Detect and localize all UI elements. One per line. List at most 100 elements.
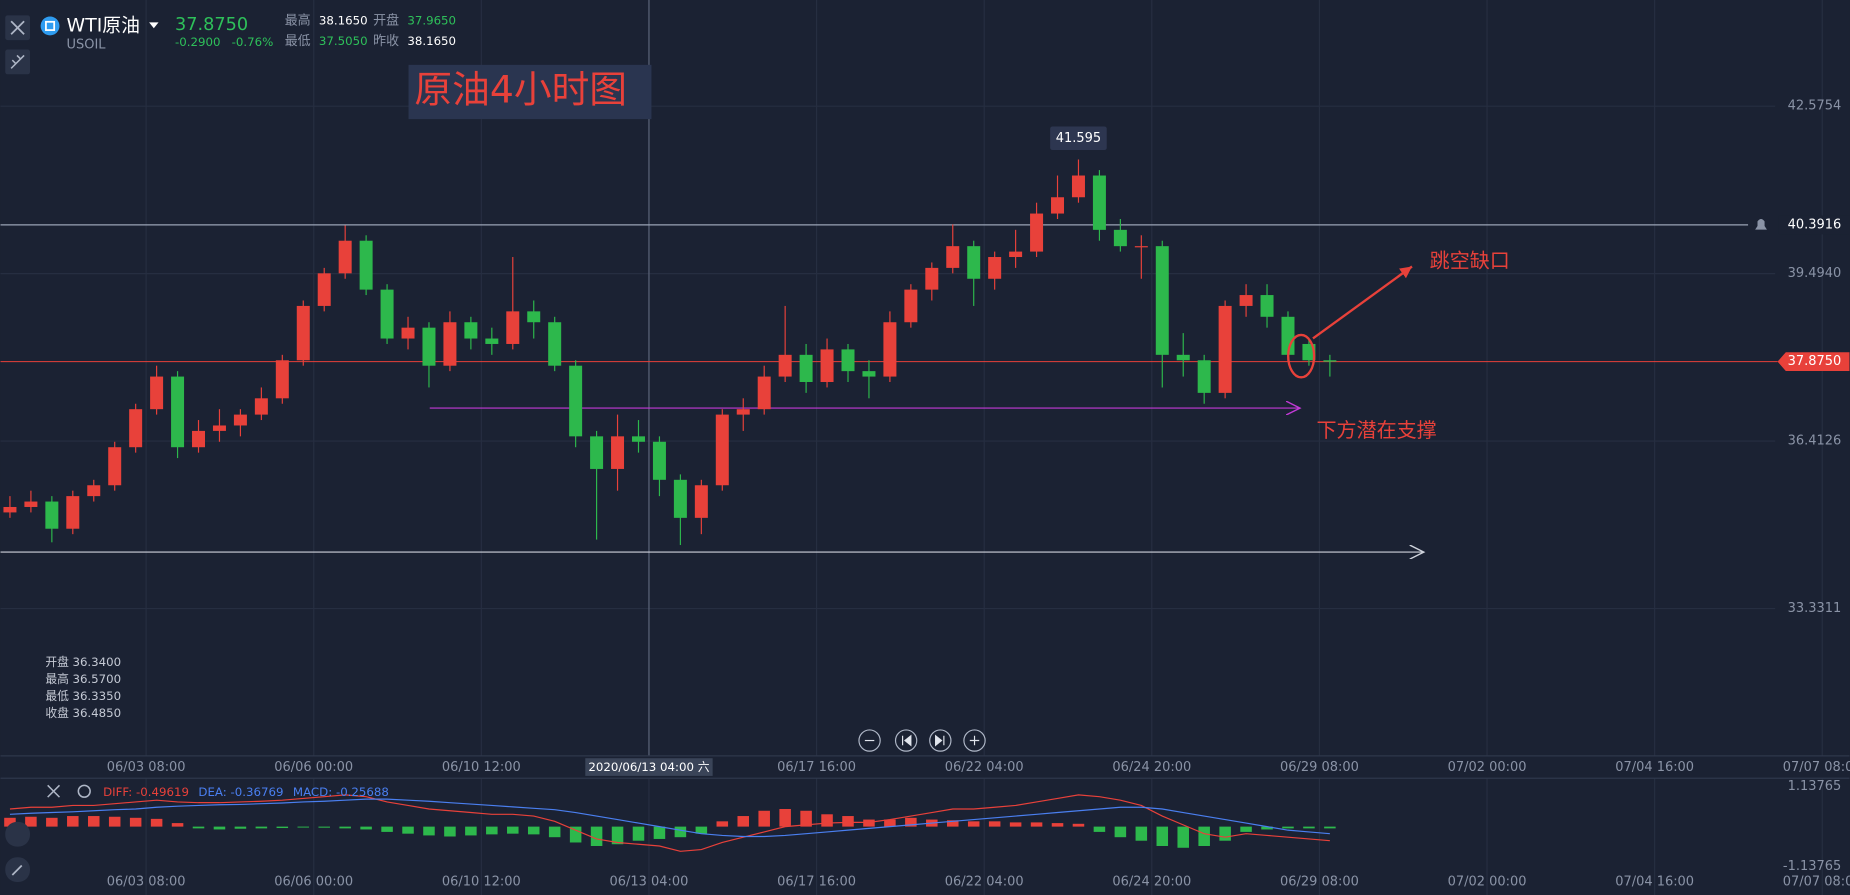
crosshair-label: 2020/06/13 04:00 六: [588, 760, 709, 774]
candle-body: [338, 240, 352, 274]
macd-bar: [653, 826, 666, 839]
symbol-name[interactable]: WTI原油: [67, 14, 140, 36]
candle-body: [862, 371, 876, 377]
candle-body: [988, 257, 1002, 279]
ohlc-legend-value: 36.5700: [72, 672, 121, 686]
x-tick-label: 06/10 12:00: [442, 760, 521, 775]
gap-circle: [1287, 333, 1316, 379]
macd-bar: [1324, 826, 1336, 829]
last-price-box: [1777, 352, 1850, 372]
macd-bar: [590, 826, 603, 847]
macd-bar: [234, 826, 247, 829]
candle-body: [150, 376, 164, 410]
candle-body: [1009, 251, 1023, 258]
macd-bar: [967, 821, 980, 827]
candle-body: [925, 267, 939, 290]
x-tick-label: 06/24 20:00: [1112, 760, 1191, 775]
stat-label: 最低: [285, 34, 311, 49]
macd-bar: [779, 808, 791, 827]
candle-body: [778, 354, 792, 377]
symbol-dropdown[interactable]: [149, 22, 159, 29]
candle-body: [275, 360, 289, 399]
tool-icon: [10, 54, 25, 69]
candle-body: [820, 349, 834, 383]
candle-body: [1030, 213, 1044, 252]
candle-body: [883, 322, 897, 377]
macd-bar: [674, 826, 687, 838]
macd-bar: [1198, 826, 1210, 847]
macd-bar: [444, 826, 456, 837]
candle-body: [590, 436, 604, 469]
candle-body: [1260, 295, 1274, 317]
zoom-in-icon: [969, 735, 980, 746]
legend-entry: DEA: -0.36769: [198, 785, 283, 799]
alert-bell: [1755, 218, 1767, 230]
candle-body: [3, 506, 17, 513]
macd-bar: [737, 816, 750, 827]
x-tick-label: 07/07 08:00: [1783, 875, 1850, 890]
macd-bar: [1240, 826, 1252, 832]
macd-bar: [213, 826, 226, 830]
candle-body: [548, 322, 562, 366]
macd-line: [9, 798, 1330, 838]
scroll-start-icon: [902, 734, 912, 747]
candle-body: [736, 409, 750, 415]
candle-body: [569, 365, 583, 437]
y-tick-label: 1.13765: [1788, 779, 1842, 794]
candle-body: [45, 501, 59, 529]
macd-bar: [1219, 826, 1231, 841]
indicator-close[interactable]: [47, 784, 61, 798]
candle-body: [967, 246, 981, 279]
ohlc-legend-value: 36.3400: [72, 655, 121, 669]
macd-bar: [758, 810, 770, 827]
macd-bar: [423, 826, 435, 836]
x-tick-label: 06/06 00:00: [274, 760, 353, 775]
x-tick-label: 06/10 12:00: [442, 875, 521, 890]
legend-entry: MACD: -0.25688: [293, 785, 389, 799]
legend-entry: DIFF: -0.49619: [103, 785, 189, 799]
candle-body: [296, 305, 310, 361]
x-tick-label: 07/02 00:00: [1448, 760, 1527, 775]
candle-body: [87, 485, 101, 497]
ohlc-legend-label: 最高: [45, 672, 69, 686]
candle-body: [946, 246, 960, 268]
macd-bar: [108, 816, 121, 827]
x-tick-label: 06/29 08:00: [1280, 875, 1359, 890]
candle-body: [1176, 354, 1190, 361]
candle-body: [254, 398, 268, 415]
macd-bar: [171, 823, 184, 827]
macd-bar: [800, 810, 812, 827]
tool-button[interactable]: [5, 821, 30, 847]
y-tick-label: 42.5754: [1788, 99, 1842, 114]
macd-bar: [821, 814, 833, 827]
macd-bar: [192, 826, 205, 829]
macd-bar: [884, 819, 896, 827]
macd-bar: [360, 826, 372, 830]
macd-bar: [1303, 826, 1315, 829]
macd-bar: [611, 826, 624, 845]
macd-bar: [1051, 823, 1064, 827]
macd-bar: [276, 826, 289, 829]
x-tick-label: 06/17 16:00: [777, 760, 856, 775]
candle-body: [631, 436, 645, 442]
stat-label: 最高: [285, 13, 311, 29]
alert-label-box: [1778, 215, 1850, 235]
macd-bar: [1072, 823, 1085, 827]
macd-bar: [67, 816, 79, 827]
x-tick-label: 06/03 08:00: [107, 760, 186, 775]
change: -0.2900: [175, 35, 220, 49]
peak-label-box: [1050, 126, 1107, 151]
candle-body: [1323, 360, 1337, 362]
candle-body: [233, 414, 247, 426]
candle-body: [1239, 295, 1253, 306]
stat-value: 38.1650: [407, 34, 456, 48]
scroll-end-icon: [935, 734, 945, 747]
indicator-settings[interactable]: [77, 784, 91, 798]
macd-bar: [381, 826, 393, 832]
annotation: 下方潜在支撑: [1316, 418, 1436, 442]
macd-bar: [465, 826, 477, 836]
x-tick-label: 06/22 04:00: [945, 760, 1024, 775]
macd-bar: [1156, 826, 1169, 847]
